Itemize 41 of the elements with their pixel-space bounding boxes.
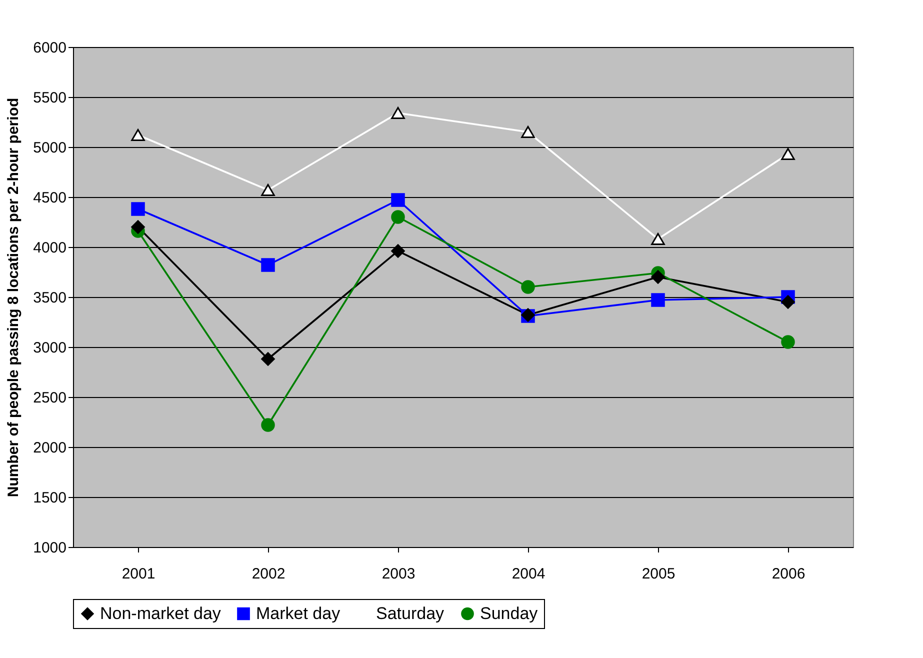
- x-tick-label: 2001: [122, 566, 156, 582]
- legend-label: Market day: [256, 604, 341, 623]
- y-tick-label: 4000: [33, 240, 66, 256]
- point: [261, 258, 275, 272]
- text: Saturday: [376, 604, 445, 623]
- x-tick-label: 2003: [382, 566, 416, 582]
- point: [781, 295, 795, 309]
- y-tick-label: 1000: [33, 540, 66, 556]
- point: [131, 220, 145, 234]
- point: [131, 202, 145, 216]
- legend-label: Sunday: [480, 604, 538, 623]
- point: [261, 184, 275, 196]
- point: [651, 232, 665, 246]
- y-tick-label: 2500: [33, 390, 66, 406]
- y-tick-label: 4500: [33, 190, 66, 206]
- point: [781, 148, 795, 160]
- y-tick-label: 1500: [33, 490, 66, 506]
- point: [391, 193, 405, 207]
- y-tick-label: 3500: [33, 290, 66, 306]
- y-tick-label: 5500: [33, 90, 66, 106]
- y-tick-label: 3000: [33, 340, 66, 356]
- x-tick-label: 2006: [772, 566, 806, 582]
- point: [131, 128, 145, 142]
- point: [521, 280, 535, 294]
- point: [261, 418, 275, 432]
- y-axis-title: Number of people passing 8 locations per 2-hour period: [5, 98, 22, 498]
- y-tick-label: 2000: [33, 440, 66, 456]
- x-tick-label: 2005: [642, 566, 676, 582]
- point: [521, 126, 535, 138]
- x-tick-label: 2002: [252, 566, 286, 582]
- y-tick-label: 5000: [33, 140, 66, 156]
- point: [391, 210, 405, 224]
- point: [391, 106, 405, 120]
- y-tick-label: 6000: [33, 40, 66, 56]
- legend-label: Non-market day: [100, 604, 222, 623]
- point: [391, 244, 405, 258]
- point: [651, 270, 665, 284]
- point: [261, 352, 275, 366]
- x-tick-label: 2004: [512, 566, 546, 582]
- point: [781, 335, 795, 349]
- point: [651, 293, 665, 307]
